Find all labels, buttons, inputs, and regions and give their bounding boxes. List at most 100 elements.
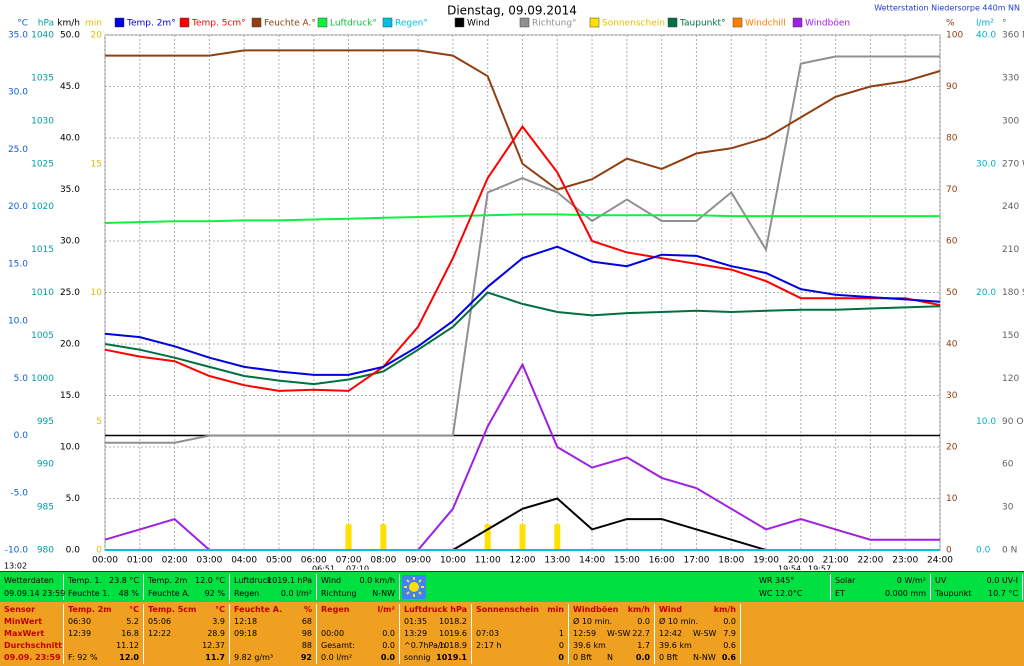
y-tick-label: 10.0 [60,443,80,453]
legend-swatch [382,17,393,28]
sunshine-bar [484,524,491,550]
y-tick-label: 10 [91,288,103,298]
y-tick-label: 1020 [31,202,54,212]
axis-unit: min [85,19,102,29]
cell-text: 0 [558,641,564,650]
cell-text: Sensor [4,605,36,614]
y-tick-label: 180 S [1002,288,1024,298]
y-tick-label: 360 N [1002,31,1024,41]
annotation: 06:51 [312,565,335,571]
cell-line: Luftdruck 1019.1 hPa [232,574,314,587]
cell-text: Temp. 2m [68,605,112,614]
cell-text: % [303,605,312,614]
cell-line: ET 0.000 mm [833,587,928,600]
status-bar: Wetterdaten 09.09.14 23:59 Temp. 1. 23.8 °C… [0,571,1024,602]
series-line [104,213,940,224]
cell-text: 0.0 [723,617,736,626]
y-tick-label: 15.0 [8,259,28,269]
cell-text: 16.8 [121,629,139,638]
y-tick-label: 0 [946,546,952,556]
cell: WR 345° WC 12.0°C [755,574,831,600]
cell: 07:03 1 [472,628,569,640]
y-tick-label: 30.0 [60,237,80,247]
cell-line: Windböen km/h [571,604,652,616]
cell: Ø 10 min. 0.0 [569,616,655,628]
cell-line: 9.82 g/m³ 92 [232,652,314,664]
x-tick-label: 04:00 [231,556,257,566]
cell-text: hPa [450,605,467,614]
y-tick-label: 60 [946,237,958,247]
cell-text: 0.0 [382,641,395,650]
cell-text: 1 [558,629,564,638]
cell-line: Feuchte A. 92 % [146,587,227,600]
cell-line: Regen 0.0 l/m² [232,587,314,600]
cell-text: ET [835,589,845,598]
cell-line: 39.6 km 1.7 [571,640,652,652]
x-tick-label: 03:00 [196,556,222,566]
cell: 13:29 1019.6 [400,628,472,640]
cell-text: 0.6 [723,641,736,650]
cell-line: Wind km/h [657,604,738,616]
cell-line: Gesamt: 0.0 [319,640,397,652]
cell-text: W-SW [693,629,717,638]
legend-label: Richtung° [532,19,577,29]
cell: 9.82 g/m³ 92 [230,652,317,664]
cell-line: 0 Bft N 0.0 [571,652,652,664]
y-tick-label: 330 [1002,73,1019,83]
cell-text: N-NW [693,653,716,662]
y-tick-label: 1030 [31,116,54,126]
y-tick-label: 70 [946,185,958,195]
series-line [104,245,941,376]
cell: 12:42 W-SW 7.9 [655,628,741,640]
y-tick-label: 0.0 [14,431,29,441]
y-tick-label: 0.0 [66,546,81,556]
cell-text: Durchschnitt [4,641,63,650]
cell-text: Sonnenschein [476,605,539,614]
cell-text: Regen [321,605,350,614]
cell-text: 09.09. 23:59 [4,653,61,662]
cell-line: 12:18 68 [232,616,314,628]
cell: sonnig 1019.1 [400,652,472,664]
cell-text: Temp. 1. [68,576,103,585]
cell-line: Wind 0.0 km/h [319,574,397,587]
x-tick-label: 07:00 [336,556,362,566]
cell-text: 05:06 [148,617,172,626]
legend-label: Temp. 5cm° [191,19,246,29]
y-tick-label: 80 [946,134,958,144]
cell-text: 0.0 UV-I [986,576,1018,585]
cell: Luftdruck 1019.1 hPa Regen 0.0 l/m² [230,574,317,600]
y-tick-label: 20.0 [60,340,80,350]
cell-line: 06:30 5.2 [66,616,141,628]
cell-text: 12.37 [202,641,225,650]
y-tick-label: 1010 [31,288,54,298]
cell-text: Feuchte 1. [68,589,110,598]
cell-line: 12.37 [146,640,227,652]
cell-text: 0.0 [635,653,650,662]
cell [472,616,569,628]
cell-text: Feuchte A. [148,589,191,598]
legend-swatch [792,17,803,28]
y-tick-label: 980 [37,546,54,556]
cell: 0 Bft N 0.0 [569,652,655,664]
y-tick-label: 30.0 [976,159,996,169]
cell-text: 1019.6 [439,629,467,638]
cell-text: WR 345° [759,576,795,585]
x-tick-label: 08:00 [370,556,396,566]
cell-line: 88 [232,640,314,652]
cell: 01:35 1018.2 [400,616,472,628]
cell-text: 0.0 l/m² [321,653,353,662]
cell-text: 12.0 [119,653,139,662]
legend-label: Sonnenschein [602,19,665,29]
x-tick-label: 22:00 [857,556,883,566]
legend-label: Temp. 2m° [126,19,176,29]
cell-line: 09.09. 23:59 [2,652,61,664]
y-tick-label: 995 [37,417,54,427]
y-tick-label: 50.0 [60,31,80,41]
cell-text: 28.9 [207,629,225,638]
series-line [104,124,941,392]
cell-line: Feuchte 1. 48 % [66,587,141,600]
x-tick-label: 09:00 [405,556,431,566]
cell-text: Windböen [573,605,619,614]
cell-line: 39.6 km 0.6 [657,640,738,652]
cell-line: MinWert [2,616,61,628]
